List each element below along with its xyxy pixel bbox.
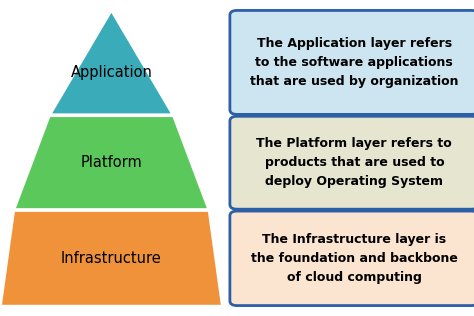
Text: Platform: Platform bbox=[81, 155, 142, 170]
Polygon shape bbox=[0, 210, 223, 307]
Text: The Infrastructure layer is
the foundation and backbone
of cloud computing: The Infrastructure layer is the foundati… bbox=[251, 233, 458, 284]
FancyBboxPatch shape bbox=[230, 211, 474, 306]
Text: Infrastructure: Infrastructure bbox=[61, 251, 162, 266]
Text: The Platform layer refers to
products that are used to
deploy Operating System: The Platform layer refers to products th… bbox=[256, 137, 452, 188]
Polygon shape bbox=[49, 9, 174, 115]
Text: The Application layer refers
to the software applications
that are used by organ: The Application layer refers to the soft… bbox=[250, 37, 458, 88]
Text: Application: Application bbox=[71, 65, 152, 80]
FancyBboxPatch shape bbox=[230, 10, 474, 114]
Polygon shape bbox=[13, 115, 210, 210]
FancyBboxPatch shape bbox=[230, 116, 474, 209]
